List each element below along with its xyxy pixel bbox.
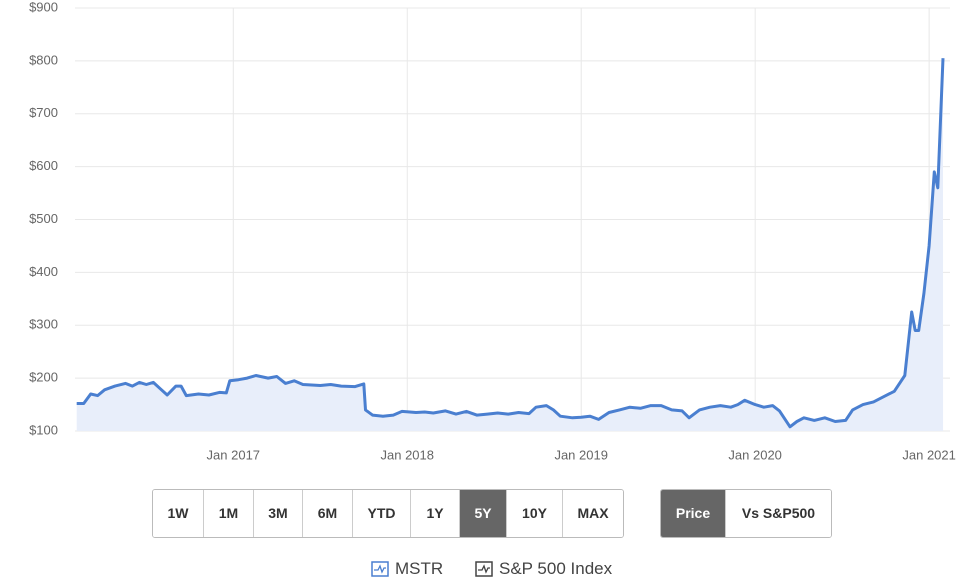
chart: $100 $200 $300 $400 $500 $600 $700 $800 $900 Jan … bbox=[29, 0, 956, 462]
y-tick-label: $600 bbox=[29, 158, 58, 173]
range-selector: 1W 1M 3M 6M YTD 1Y 5Y 10Y MAX bbox=[152, 489, 624, 538]
button[interactable]: 1M bbox=[204, 490, 254, 537]
x-tick-label: Jan 2019 bbox=[554, 447, 608, 462]
y-tick-label: $300 bbox=[29, 317, 58, 332]
x-tick-label: Jan 2020 bbox=[728, 447, 782, 462]
button[interactable]: Vs S&P500 bbox=[726, 490, 831, 537]
x-tick-label: Jan 2018 bbox=[381, 447, 435, 462]
legend-item[interactable]: S&P 500 Index bbox=[475, 558, 612, 580]
area bbox=[76, 58, 944, 431]
legend-icon bbox=[475, 561, 493, 577]
y-tick-label: $500 bbox=[29, 211, 58, 226]
y-tick-label: $800 bbox=[29, 52, 58, 67]
line bbox=[76, 58, 945, 429]
button[interactable]: Price bbox=[661, 490, 726, 537]
y-tick-label: $100 bbox=[29, 422, 58, 437]
button[interactable]: 1Y bbox=[411, 490, 460, 537]
button[interactable]: YTD bbox=[353, 490, 411, 537]
legend-label: S&P 500 Index bbox=[499, 559, 613, 578]
button[interactable]: 3M bbox=[254, 490, 303, 537]
button[interactable]: 1W bbox=[153, 490, 204, 537]
view-selector: Price Vs S&P500 bbox=[660, 489, 832, 538]
y-tick-label: $200 bbox=[29, 370, 58, 385]
button[interactable]: MAX bbox=[563, 490, 623, 537]
button[interactable]: 10Y bbox=[507, 490, 563, 537]
legend-label: MSTR bbox=[395, 559, 444, 578]
button[interactable]: 5Y bbox=[460, 490, 507, 537]
y-tick-label: $400 bbox=[29, 264, 58, 279]
button[interactable]: 6M bbox=[303, 490, 353, 537]
legend-item[interactable]: MSTR bbox=[371, 558, 443, 580]
y-tick-label: $700 bbox=[29, 105, 58, 120]
x-tick-label: Jan 2021 bbox=[902, 447, 956, 462]
legend-icon bbox=[371, 561, 389, 577]
x-tick-label: Jan 2017 bbox=[207, 447, 261, 462]
y-tick-label: $900 bbox=[29, 0, 58, 14]
